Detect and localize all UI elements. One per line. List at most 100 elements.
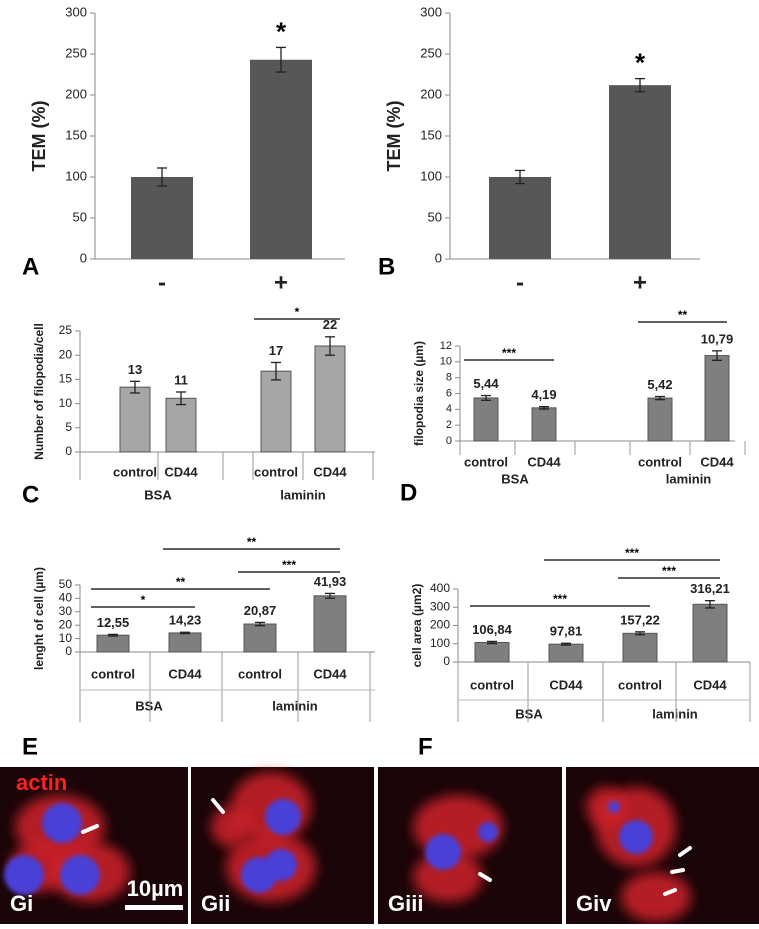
stain-label: actin (16, 770, 67, 795)
nucleus (60, 855, 100, 895)
significance-label: *** (282, 558, 296, 572)
error-bar (515, 169, 525, 185)
y-tick-label: 6 (446, 387, 452, 399)
significance-label: *** (662, 564, 676, 578)
x-tick-label: control (91, 666, 135, 681)
arrow (81, 824, 99, 834)
bar (474, 642, 510, 663)
panel-label: A (22, 253, 39, 280)
error-bar (276, 46, 286, 73)
y-tick-label: 250 (65, 45, 87, 60)
annotation: * (635, 47, 646, 77)
y-tick-label: 0 (65, 444, 72, 458)
bar (243, 623, 277, 653)
value-label: 41,93 (314, 574, 347, 589)
nucleus (265, 849, 297, 881)
panel-label: D (400, 479, 417, 506)
y-axis-label: lenght of cell (µm) (32, 567, 46, 670)
y-tick-label: 0 (65, 644, 72, 658)
value-label: 13 (128, 362, 142, 377)
significance-label: * (141, 593, 146, 607)
panel-label: Giv (576, 891, 612, 916)
panel-label: Gii (201, 891, 230, 916)
value-label: 97,81 (550, 624, 583, 639)
value-label: 10,79 (701, 331, 734, 346)
scale-bar (125, 905, 183, 910)
group-label: laminin (280, 487, 326, 502)
y-tick-label: 0 (80, 250, 87, 265)
error-bar (481, 394, 491, 401)
significance-label: *** (553, 592, 567, 606)
significance-label: ** (176, 575, 186, 589)
bar (531, 407, 557, 442)
error-bar (635, 77, 645, 93)
y-tick-label: 25 (59, 323, 73, 337)
y-axis-label: TEM (%) (29, 101, 49, 172)
nucleus (425, 834, 461, 870)
annotation: * (276, 16, 287, 46)
error-bar (635, 631, 645, 636)
group-label: BSA (144, 487, 172, 502)
x-tick-label: control (113, 464, 157, 479)
group-label: laminin (652, 706, 698, 721)
actin-signal (621, 872, 691, 922)
arrow (670, 868, 685, 874)
error-bar (325, 336, 335, 356)
x-tick-label: - (516, 269, 524, 296)
x-tick-label: CD44 (313, 666, 347, 681)
y-tick-label: 20 (59, 347, 73, 361)
group-label: BSA (135, 698, 163, 713)
y-tick-label: 250 (420, 45, 442, 60)
bar (647, 397, 673, 442)
y-tick-label: 0 (446, 435, 452, 447)
bar (165, 397, 197, 453)
error-bar (130, 380, 140, 394)
bar (473, 397, 499, 442)
y-tick-label: 150 (65, 127, 87, 142)
error-bar (176, 391, 186, 406)
bar (622, 632, 658, 663)
nucleus (265, 799, 301, 835)
x-tick-label: + (633, 269, 647, 296)
value-label: 22 (323, 317, 337, 332)
value-label: 5,42 (647, 377, 672, 392)
y-tick-label: 100 (65, 168, 87, 183)
y-tick-label: 300 (420, 4, 442, 19)
y-tick-label: 4 (446, 403, 452, 415)
y-tick-label: 200 (430, 618, 450, 632)
x-tick-label: CD44 (693, 677, 727, 692)
panel-label: C (22, 481, 39, 508)
error-bar (157, 167, 167, 187)
y-axis-label: filopodia size (µm) (412, 341, 426, 446)
bar (489, 177, 551, 259)
significance-label: ** (247, 535, 257, 549)
y-tick-label: 2 (446, 419, 452, 431)
group-label: laminin (272, 698, 318, 713)
y-tick-label: 10 (59, 396, 73, 410)
nucleus (608, 801, 620, 813)
y-tick-label: 150 (420, 127, 442, 142)
bar (692, 603, 728, 663)
y-tick-label: 0 (435, 250, 442, 265)
bar (704, 355, 730, 442)
y-tick-label: 15 (59, 372, 73, 386)
y-tick-label: 8 (446, 372, 452, 384)
bar (314, 345, 346, 453)
bar (96, 634, 130, 653)
y-tick-label: 10 (59, 631, 73, 645)
group-label: laminin (666, 471, 712, 486)
value-label: 20,87 (244, 603, 277, 618)
x-tick-label: CD44 (164, 464, 198, 479)
y-tick-label: 100 (430, 636, 450, 650)
group-label: BSA (515, 706, 543, 721)
arrow (211, 798, 225, 814)
x-tick-label: CD44 (527, 454, 561, 469)
y-tick-label: 30 (59, 604, 73, 618)
scale-bar-label: 10µm (127, 876, 184, 901)
value-label: 17 (269, 343, 283, 358)
micrograph: Giv (566, 767, 759, 924)
x-tick-label: CD44 (168, 666, 202, 681)
x-tick-label: - (158, 269, 166, 296)
value-label: 14,23 (169, 613, 202, 628)
